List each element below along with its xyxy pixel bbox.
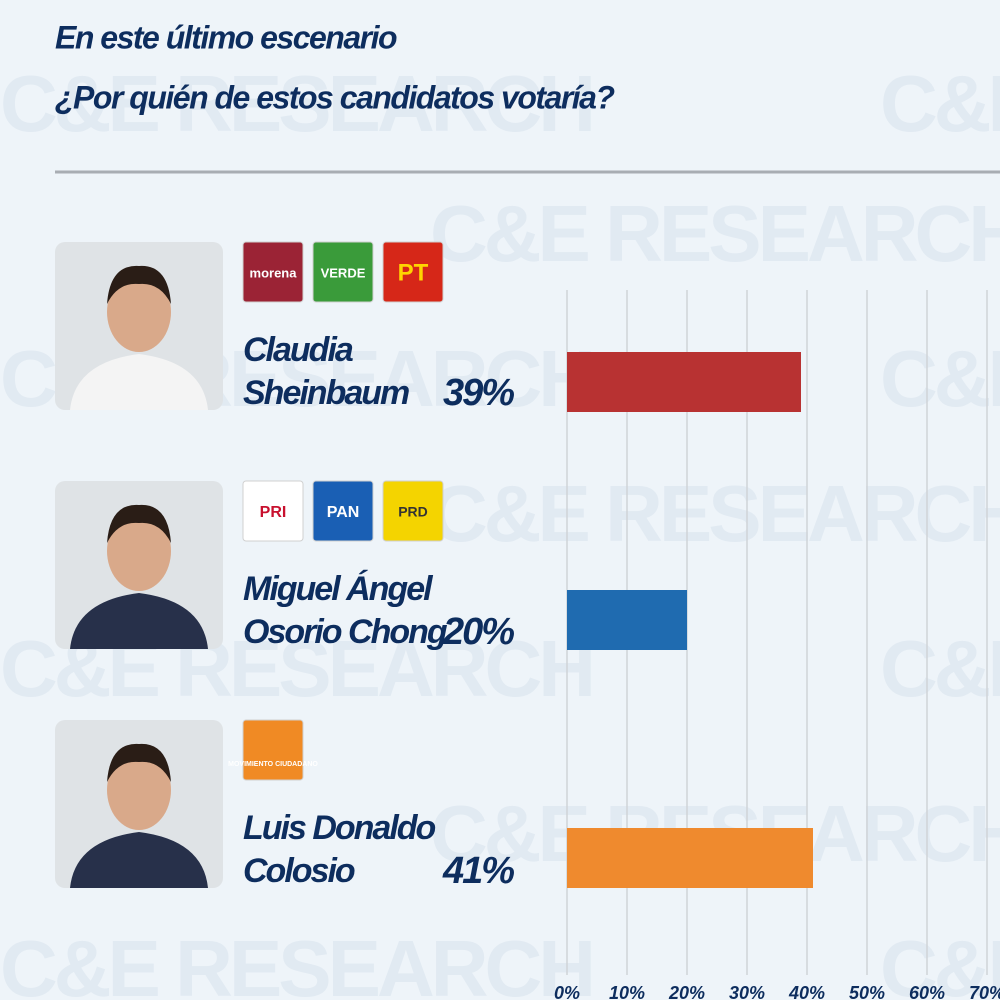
value-label: 20% bbox=[442, 611, 514, 653]
party-logo bbox=[312, 241, 374, 303]
party-name: PRI bbox=[260, 504, 287, 521]
x-tick-label: 10% bbox=[609, 983, 645, 1000]
photo-hair bbox=[107, 504, 171, 543]
watermark: C&E RESEARCH bbox=[0, 924, 592, 1000]
photo-body bbox=[70, 593, 208, 649]
x-tick-label: 60% bbox=[909, 983, 945, 1000]
candidate-name: Osorio Chong bbox=[243, 613, 448, 651]
bar bbox=[567, 590, 687, 650]
candidate-name: Claudia bbox=[243, 331, 353, 369]
candidate-name: Colosio bbox=[243, 852, 355, 890]
party-logo bbox=[242, 241, 304, 303]
party-logo bbox=[242, 719, 304, 781]
party-name: PRD bbox=[398, 504, 428, 520]
watermark: C&E RESEARCH bbox=[880, 624, 1000, 713]
photo-hair bbox=[107, 743, 171, 782]
watermark: C&E RESEARCH bbox=[880, 924, 1000, 1000]
party-name: morena bbox=[250, 265, 298, 280]
chart-title: ¿Por quién de estos candidatos votaría? bbox=[55, 79, 614, 115]
watermark: C&E RESEARCH bbox=[430, 189, 1000, 278]
watermark: C&E RESEARCH bbox=[0, 59, 592, 148]
watermark: C&E RESEARCH bbox=[430, 469, 1000, 558]
value-label: 41% bbox=[442, 850, 514, 892]
value-label: 39% bbox=[443, 372, 514, 414]
party-logo bbox=[312, 480, 374, 542]
x-tick-label: 20% bbox=[668, 983, 705, 1000]
party-logo bbox=[382, 480, 444, 542]
candidate-name: Miguel Ángel bbox=[243, 570, 434, 608]
party-name: VERDE bbox=[321, 265, 366, 280]
x-tick-label: 40% bbox=[788, 983, 825, 1000]
candidate-name: Sheinbaum bbox=[243, 374, 409, 412]
x-tick-label: 30% bbox=[729, 983, 765, 1000]
party-name: PAN bbox=[327, 504, 360, 521]
candidate-name: Luis Donaldo bbox=[243, 809, 436, 847]
party-logo bbox=[242, 480, 304, 542]
photo-body bbox=[70, 354, 208, 410]
bar bbox=[567, 828, 813, 888]
watermark: C&E RESEARCH bbox=[880, 334, 1000, 423]
x-tick-label: 50% bbox=[849, 983, 885, 1000]
photo-head bbox=[107, 511, 171, 591]
chart-title: En este último escenario bbox=[55, 19, 397, 55]
x-tick-label: 70% bbox=[969, 983, 1000, 1000]
photo-head bbox=[107, 750, 171, 830]
photo-body bbox=[70, 832, 208, 888]
bar bbox=[567, 352, 801, 412]
party-logo bbox=[382, 241, 444, 303]
party-name: MOVIMIENTO CIUDADANO bbox=[228, 761, 318, 768]
party-name: PT bbox=[398, 259, 429, 286]
photo-hair bbox=[107, 265, 171, 304]
photo-head bbox=[107, 272, 171, 352]
x-tick-label: 0% bbox=[554, 983, 580, 1000]
watermark: C&E RESEARCH bbox=[880, 59, 1000, 148]
